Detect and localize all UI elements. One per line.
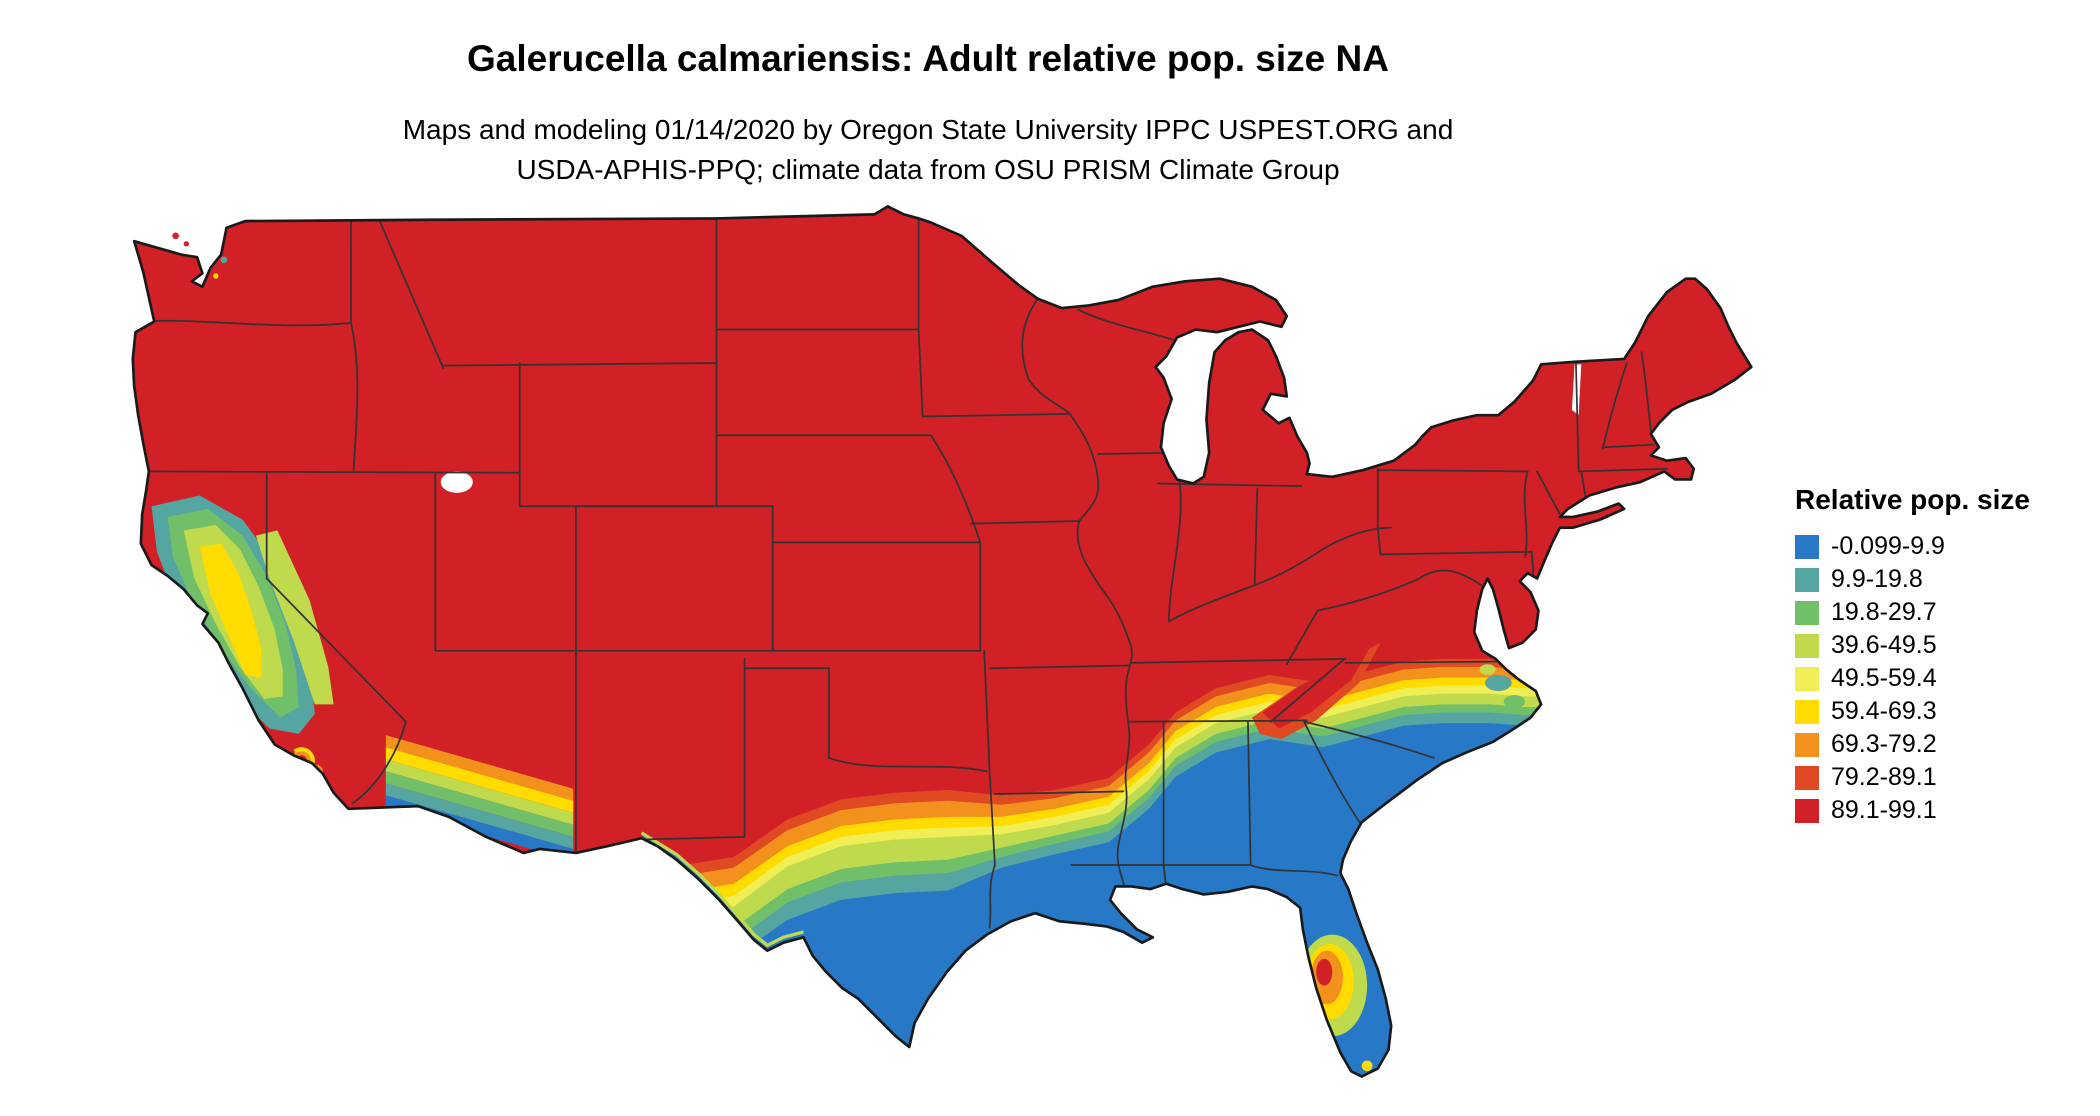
state-borders	[132, 218, 1668, 929]
legend-swatch-green	[1795, 600, 1819, 625]
us-choropleth-map	[98, 198, 1758, 1113]
legend-item: 49.5-59.4	[1795, 662, 2085, 695]
legend-label: 89.1-99.1	[1831, 796, 1937, 824]
nc-coast-yellow-green-patch	[1479, 664, 1496, 675]
legend-item: -0.099-9.9	[1795, 530, 2085, 563]
legend-item: 59.4-69.3	[1795, 695, 2085, 728]
legend-swatch-yellow-green	[1795, 633, 1819, 658]
appalachian-red-wedge	[1262, 648, 1370, 729]
legend-swatch-pale-yellow	[1795, 666, 1819, 691]
sierra-yellow-green-streak	[255, 530, 334, 705]
az-stripe-teal	[385, 783, 574, 849]
legend-label: 9.9-19.8	[1831, 565, 1923, 593]
legend-item: 19.8-29.7	[1795, 596, 2085, 629]
az-stripe-green	[385, 771, 574, 837]
subtitle-line-2: USDA-APHIS-PPQ; climate data from OSU PR…	[516, 154, 1340, 185]
legend-swatch-red-orange	[1795, 765, 1819, 790]
legend: Relative pop. size -0.099-9.9 9.9-19.8 1…	[1795, 484, 2085, 827]
legend-swatch-orange	[1795, 732, 1819, 757]
legend-label: 49.5-59.4	[1831, 664, 1937, 692]
puget-gold-dot	[213, 273, 219, 279]
map-fill-layers	[132, 206, 1752, 1077]
legend-item: 69.3-79.2	[1795, 728, 2085, 761]
legend-swatch-teal	[1795, 567, 1819, 592]
legend-title: Relative pop. size	[1795, 484, 2030, 515]
florida-tip-gold-dot	[1361, 1060, 1373, 1072]
legend-item: 89.1-99.1	[1795, 794, 2085, 827]
az-stripe-yellow-green	[385, 759, 574, 825]
nc-coast-green-patch	[1503, 694, 1526, 709]
us-map-svg	[131, 205, 1753, 1078]
rio-grande-green-strip	[640, 831, 804, 948]
az-stripe-gold	[385, 747, 574, 813]
legend-label: 39.6-49.5	[1831, 631, 1937, 659]
country-outline	[131, 205, 1753, 1078]
legend-label: 59.4-69.3	[1831, 697, 1937, 725]
legend-label: -0.099-9.9	[1831, 532, 1945, 560]
puget-teal-dot-2	[220, 256, 228, 264]
legend-label: 19.8-29.7	[1831, 598, 1937, 626]
florida-red-core	[1316, 958, 1333, 986]
legend-item: 79.2-89.1	[1795, 761, 2085, 794]
nc-coast-teal-patch	[1484, 674, 1512, 691]
legend-label: 79.2-89.1	[1831, 763, 1937, 791]
subtitle-line-1: Maps and modeling 01/14/2020 by Oregon S…	[402, 114, 1454, 145]
legend-label: 69.3-79.2	[1831, 730, 1937, 758]
great-salt-lake	[440, 471, 473, 493]
legend-item: 9.9-19.8	[1795, 563, 2085, 596]
legend-item: 39.6-49.5	[1795, 629, 2085, 662]
page-title: Galerucella calmariensis: Adult relative…	[467, 38, 1389, 79]
legend-swatch-gold	[1795, 699, 1819, 724]
legend-swatch-blue	[1795, 534, 1819, 559]
az-stripe-orange	[385, 735, 574, 801]
legend-swatch-red	[1795, 798, 1819, 823]
offshore-specks	[172, 232, 1718, 378]
ca-gold-valley-core	[199, 543, 262, 678]
page-subtitle: Maps and modeling 01/14/2020 by Oregon S…	[0, 110, 1856, 190]
